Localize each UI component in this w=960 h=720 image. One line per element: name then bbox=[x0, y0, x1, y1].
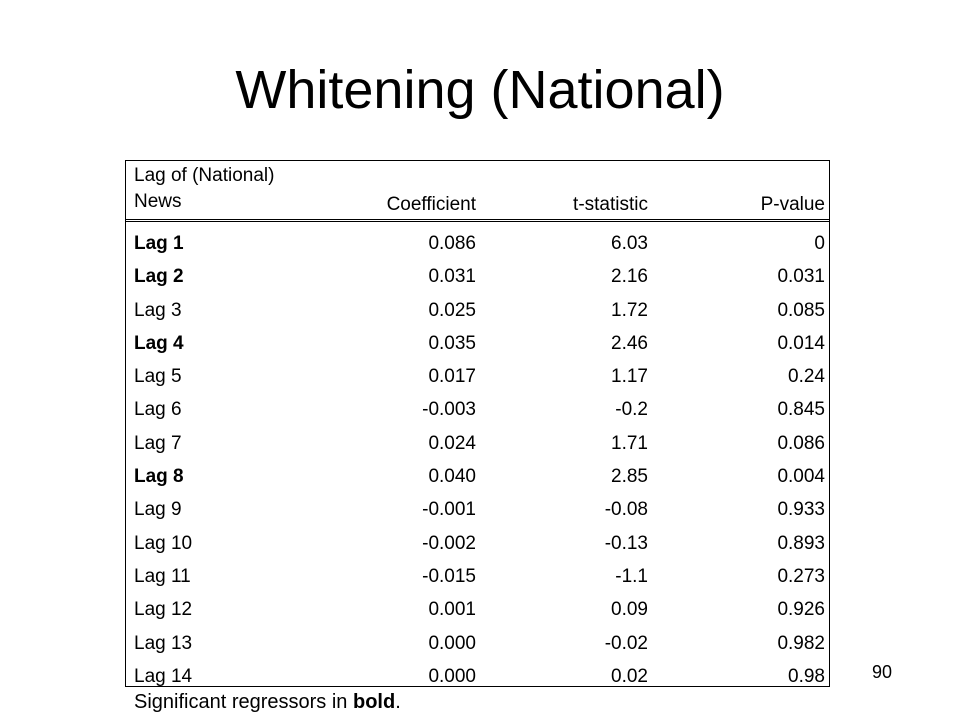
coefficient-cell: -0.002 bbox=[422, 532, 476, 554]
table-row: Lag 7 0.024 1.71 0.086 bbox=[126, 427, 829, 460]
coefficient-cell: 0.017 bbox=[428, 366, 476, 388]
p-value-cell: 0.933 bbox=[777, 499, 825, 521]
p-value-cell: 0.273 bbox=[777, 565, 825, 587]
table-row: Lag 1 0.086 6.03 0 bbox=[126, 227, 829, 260]
header-coefficient: Coefficient bbox=[386, 194, 476, 215]
header-lag-label-line1: Lag of (National) bbox=[134, 165, 275, 186]
table-row: Lag 14 0.000 0.02 0.98 bbox=[126, 660, 829, 693]
t-statistic-cell: 0.09 bbox=[611, 599, 648, 621]
table-row: Lag 5 0.017 1.17 0.24 bbox=[126, 360, 829, 393]
t-statistic-cell: 0.02 bbox=[611, 665, 648, 687]
p-value-cell: 0.031 bbox=[777, 266, 825, 288]
p-value-cell: 0.845 bbox=[777, 399, 825, 421]
lag-cell: Lag 12 bbox=[134, 599, 193, 621]
coefficient-cell: -0.001 bbox=[422, 499, 476, 521]
p-value-cell: 0.086 bbox=[777, 432, 825, 454]
regression-table: Lag of (National) News Coefficient t-sta… bbox=[125, 160, 830, 687]
t-statistic-cell: 2.16 bbox=[611, 266, 648, 288]
lag-cell: Lag 10 bbox=[134, 532, 193, 554]
table-row: Lag 8 0.040 2.85 0.004 bbox=[126, 460, 829, 493]
lag-cell: Lag 14 bbox=[134, 665, 193, 687]
header-lag-label-line2: News bbox=[134, 191, 182, 212]
t-statistic-cell: 2.46 bbox=[611, 332, 648, 354]
header-p-value: P-value bbox=[760, 194, 825, 215]
coefficient-cell: 0.001 bbox=[428, 599, 476, 621]
t-statistic-cell: -0.08 bbox=[604, 499, 648, 521]
t-statistic-cell: 1.71 bbox=[611, 432, 648, 454]
lag-cell: Lag 4 bbox=[134, 332, 184, 354]
lag-cell: Lag 5 bbox=[134, 366, 182, 388]
p-value-cell: 0.982 bbox=[777, 632, 825, 654]
p-value-cell: 0.926 bbox=[777, 599, 825, 621]
coefficient-cell: 0.040 bbox=[428, 466, 476, 488]
lag-cell: Lag 7 bbox=[134, 432, 182, 454]
lag-cell: Lag 11 bbox=[134, 565, 191, 587]
t-statistic-cell: -0.13 bbox=[604, 532, 648, 554]
t-statistic-cell: 1.72 bbox=[611, 299, 648, 321]
p-value-cell: 0.014 bbox=[777, 332, 825, 354]
p-value-cell: 0.004 bbox=[777, 466, 825, 488]
lag-cell: Lag 9 bbox=[134, 499, 182, 521]
lag-cell: Lag 2 bbox=[134, 266, 184, 288]
table-row: Lag 3 0.025 1.72 0.085 bbox=[126, 294, 829, 327]
table-row: Lag 10 -0.002 -0.13 0.893 bbox=[126, 527, 829, 560]
slide-title: Whitening (National) bbox=[235, 60, 725, 120]
p-value-cell: 0.893 bbox=[777, 532, 825, 554]
lag-cell: Lag 6 bbox=[134, 399, 182, 421]
footnote-prefix: Significant regressors in bbox=[134, 691, 353, 713]
coefficient-cell: 0.035 bbox=[428, 332, 476, 354]
table-row: Lag 13 0.000 -0.02 0.982 bbox=[126, 627, 829, 660]
coefficient-cell: 0.000 bbox=[428, 632, 476, 654]
coefficient-cell: 0.000 bbox=[428, 665, 476, 687]
page-number: 90 bbox=[872, 662, 893, 682]
table-row: Lag 6 -0.003 -0.2 0.845 bbox=[126, 393, 829, 426]
p-value-cell: 0.24 bbox=[788, 366, 825, 388]
table-row: Lag 11 -0.015 -1.1 0.273 bbox=[126, 560, 829, 593]
coefficient-cell: 0.086 bbox=[428, 233, 476, 254]
table-row: Lag 4 0.035 2.46 0.014 bbox=[126, 327, 829, 360]
t-statistic-cell: -1.1 bbox=[615, 565, 648, 587]
p-value-cell: 0.98 bbox=[788, 665, 825, 687]
footnote-suffix: . bbox=[395, 691, 401, 713]
coefficient-cell: -0.015 bbox=[422, 565, 476, 587]
lag-cell: Lag 8 bbox=[134, 466, 184, 488]
t-statistic-cell: -0.02 bbox=[604, 632, 648, 654]
p-value-cell: 0.085 bbox=[777, 299, 825, 321]
p-value-cell: 0 bbox=[814, 233, 825, 254]
header-t-statistic: t-statistic bbox=[573, 194, 648, 215]
t-statistic-cell: -0.2 bbox=[615, 399, 648, 421]
t-statistic-cell: 2.85 bbox=[611, 466, 648, 488]
t-statistic-cell: 6.03 bbox=[611, 233, 648, 254]
t-statistic-cell: 1.17 bbox=[611, 366, 648, 388]
coefficient-cell: -0.003 bbox=[422, 399, 476, 421]
table-row: Lag 12 0.001 0.09 0.926 bbox=[126, 593, 829, 626]
footnote: Significant regressors in bold. bbox=[134, 688, 401, 716]
table-row: Lag 2 0.031 2.16 0.031 bbox=[126, 260, 829, 293]
coefficient-cell: 0.024 bbox=[428, 432, 476, 454]
header-double-rule bbox=[126, 219, 829, 222]
lag-cell: Lag 13 bbox=[134, 632, 193, 654]
coefficient-cell: 0.031 bbox=[428, 266, 476, 288]
table-row: Lag 9 -0.001 -0.08 0.933 bbox=[126, 493, 829, 526]
table-body: Lag 1 0.086 6.03 0 Lag 2 0.031 2.16 0.031 Lag 3 0… bbox=[126, 227, 829, 693]
coefficient-cell: 0.025 bbox=[428, 299, 476, 321]
footnote-bold-word: bold bbox=[352, 691, 396, 713]
lag-cell: Lag 1 bbox=[134, 233, 184, 254]
lag-cell: Lag 3 bbox=[134, 299, 182, 321]
